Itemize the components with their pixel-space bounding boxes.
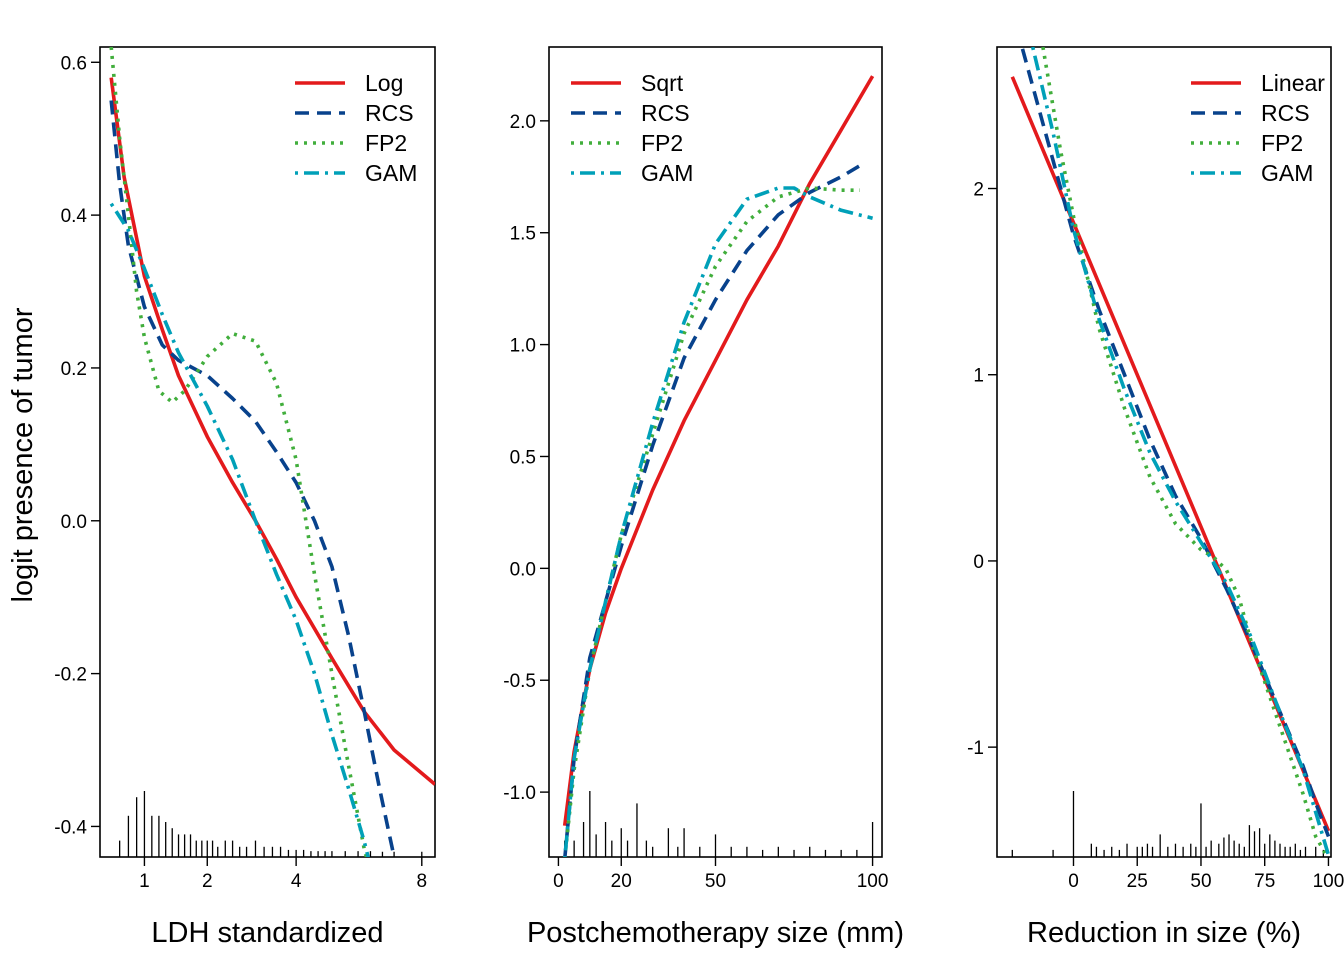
y-tick-label: 1.5 (510, 224, 536, 245)
x-tick-label: 4 (291, 871, 302, 892)
y-tick-label: 1.0 (510, 336, 536, 357)
x-tick-label: 1 (139, 871, 150, 892)
x-tick-label: 75 (1254, 871, 1275, 892)
series-log-line (109, 77, 435, 786)
y-tick-label: 0.0 (61, 512, 87, 533)
y-tick-label: -0.5 (503, 671, 536, 692)
x-tick-label: 2 (202, 871, 213, 892)
x-tick-label: 0 (553, 871, 564, 892)
panel-reduction-size: 0 25 50 75 100 2 1 0 -1 Reduction in size (%) Line… (967, 46, 1344, 949)
plot-frame (548, 46, 883, 858)
y-tick-label: -1.0 (503, 783, 536, 804)
y-tick-label: 0.6 (61, 53, 87, 74)
legend-label-linear: Linear (1261, 70, 1325, 96)
x-tick-label: 20 (611, 871, 632, 892)
plot-frame (99, 46, 436, 858)
x-tick-label: 100 (1313, 871, 1344, 892)
y-tick-label: 0.0 (510, 559, 536, 580)
y-tick-label: 0 (973, 552, 984, 573)
series-gam-line (563, 186, 874, 857)
legend-label-fp2: FP2 (1261, 130, 1303, 156)
rug (1011, 791, 1325, 857)
legend-label-log: Log (365, 70, 403, 96)
x-axis-title: LDH standardized (151, 917, 383, 949)
x-tick-label: 50 (705, 871, 726, 892)
legend-label-gam: GAM (1261, 160, 1313, 186)
y-tick-label: 2.0 (510, 112, 536, 133)
x-tick-label: 25 (1127, 871, 1148, 892)
legend: Log RCS FP2 GAM (295, 70, 417, 186)
y-tick-label: 0.2 (61, 359, 87, 380)
plot-frame (996, 46, 1332, 858)
x-tick-label: 100 (857, 871, 889, 892)
legend-label-rcs: RCS (641, 100, 690, 126)
legend-label-gam: GAM (365, 160, 417, 186)
y-tick-label: 2 (973, 180, 984, 201)
y-tick-label: -0.2 (54, 665, 87, 686)
panel-ldh: 1 2 4 8 0.6 0.4 0.2 0.0 -0.2 -0.4 LDH standardized… (54, 46, 436, 949)
series-gam-line (109, 202, 370, 857)
series-rcs-line (563, 164, 861, 857)
x-axis-title: Reduction in size (%) (1027, 917, 1301, 949)
rug (119, 791, 423, 857)
series-gam-line (1030, 47, 1331, 856)
x-tick-label: 0 (1068, 871, 1079, 892)
legend-label-sqrt: Sqrt (641, 70, 684, 96)
x-tick-label: 50 (1190, 871, 1211, 892)
legend-label-rcs: RCS (1261, 100, 1310, 126)
y-axis-title: logit presence of tumor (7, 307, 39, 602)
x-axis-title: Postchemotherapy size (mm) (527, 917, 904, 949)
y-tick-label: 0.5 (510, 447, 536, 468)
series-fp2-line (109, 47, 369, 857)
x-tick-label: 8 (417, 871, 428, 892)
y-tick-label: 1 (973, 366, 984, 387)
legend-label-rcs: RCS (365, 100, 414, 126)
y-tick-label: -0.4 (54, 817, 87, 838)
series-rcs-line (109, 100, 396, 857)
series-fp2-line (563, 186, 860, 857)
legend-label-fp2: FP2 (365, 130, 407, 156)
series-fp2-line (1041, 47, 1330, 857)
panel-postchemo-size: 0 20 50 100 2.0 1.5 1.0 0.5 0.0 -0.5 -1.0 Postchemo… (503, 46, 904, 949)
rug (564, 791, 874, 857)
y-tick-label: -1 (967, 738, 984, 759)
legend-label-fp2: FP2 (641, 130, 683, 156)
legend: Linear RCS FP2 GAM (1191, 70, 1325, 186)
legend-label-gam: GAM (641, 160, 693, 186)
y-tick-label: 0.4 (61, 206, 88, 227)
legend: Sqrt RCS FP2 GAM (571, 70, 693, 186)
